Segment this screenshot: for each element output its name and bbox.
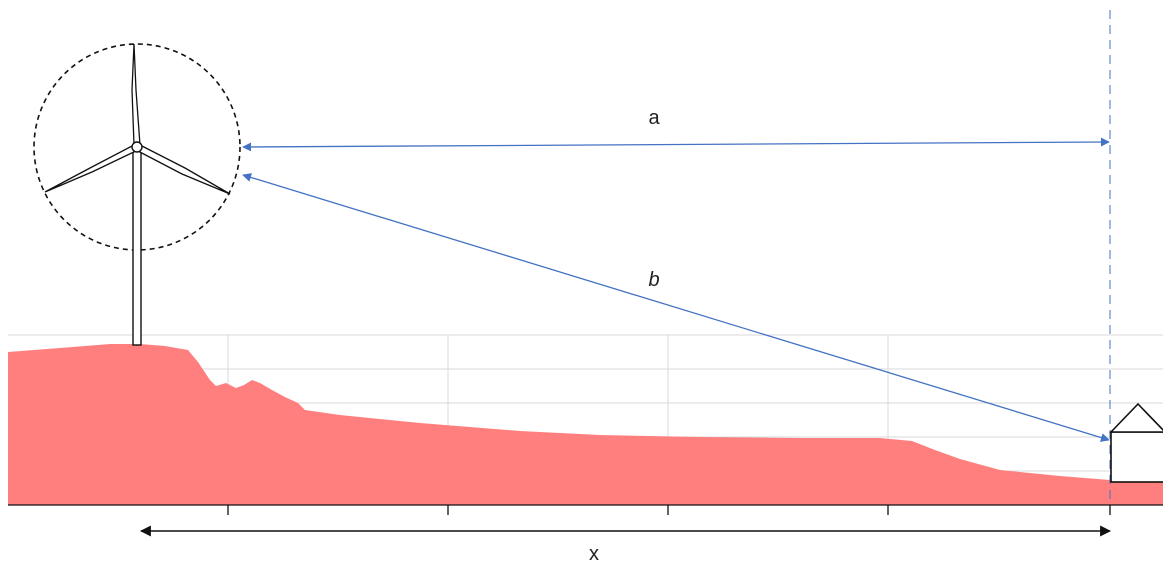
distance-a-label: a [648,107,660,129]
distance-b-arrow [242,173,1110,442]
house-icon [1109,402,1163,483]
wind-turbine-icon [33,43,241,346]
turbine-hub [131,141,143,153]
turbine-tower [132,149,142,346]
distance-b-label: b [648,269,659,291]
terrain-profile [8,344,1163,505]
ground-axis [8,504,1163,515]
turbine-blade-up [131,43,141,146]
turbine-blade-right [134,144,231,195]
house-roof [1109,402,1163,433]
house-body [1110,431,1163,483]
distance-a-arrow [242,137,1110,152]
rotor-sweep-circle [33,43,241,251]
turbine-blade-left [44,144,140,193]
distance-x-label: x [589,543,599,565]
